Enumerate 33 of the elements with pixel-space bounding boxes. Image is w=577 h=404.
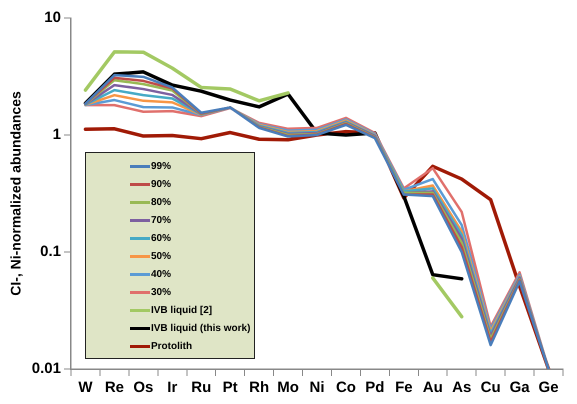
x-tick-label: Ru: [191, 379, 212, 396]
x-tick-label: Co: [336, 379, 356, 396]
x-tick-label: Rh: [249, 379, 270, 396]
x-tick-label: Cu: [480, 379, 501, 396]
y-tick-label: 0.1: [40, 243, 61, 260]
legend-label: IVB liquid (this work): [150, 322, 250, 334]
legend-label: 40%: [150, 268, 171, 280]
x-tick-label: W: [78, 379, 94, 396]
y-axis-title: CI-, Ni-normalized abundances: [7, 90, 24, 296]
legend-label: IVB liquid [2]: [150, 304, 212, 316]
x-tick-label: Mo: [277, 379, 299, 396]
legend-label: 90%: [150, 178, 171, 190]
legend-label: 30%: [150, 286, 171, 298]
x-tick-label: Pt: [222, 379, 238, 396]
y-tick-label: 1: [52, 126, 61, 144]
x-tick-label: As: [452, 379, 472, 396]
legend-label: 70%: [150, 214, 171, 226]
x-tick-label: Ge: [538, 379, 559, 396]
legend-label: Protolith: [150, 340, 192, 352]
legend-label: 60%: [150, 232, 171, 244]
legend-label: 80%: [150, 196, 171, 208]
y-tick-label: 0.01: [32, 360, 61, 378]
y-tick-label: 10: [44, 9, 61, 26]
legend-label: 99%: [150, 160, 171, 172]
legend-label: 50%: [150, 250, 171, 262]
x-tick-label: Ni: [309, 379, 324, 396]
x-tick-label: Fe: [395, 379, 413, 396]
x-tick-label: Os: [133, 379, 154, 396]
x-tick-label: Re: [104, 379, 124, 396]
x-tick-label: Ir: [167, 379, 178, 396]
x-tick-label: Ga: [510, 379, 530, 396]
x-tick-label: Pd: [365, 379, 384, 396]
x-tick-label: Au: [422, 379, 443, 396]
